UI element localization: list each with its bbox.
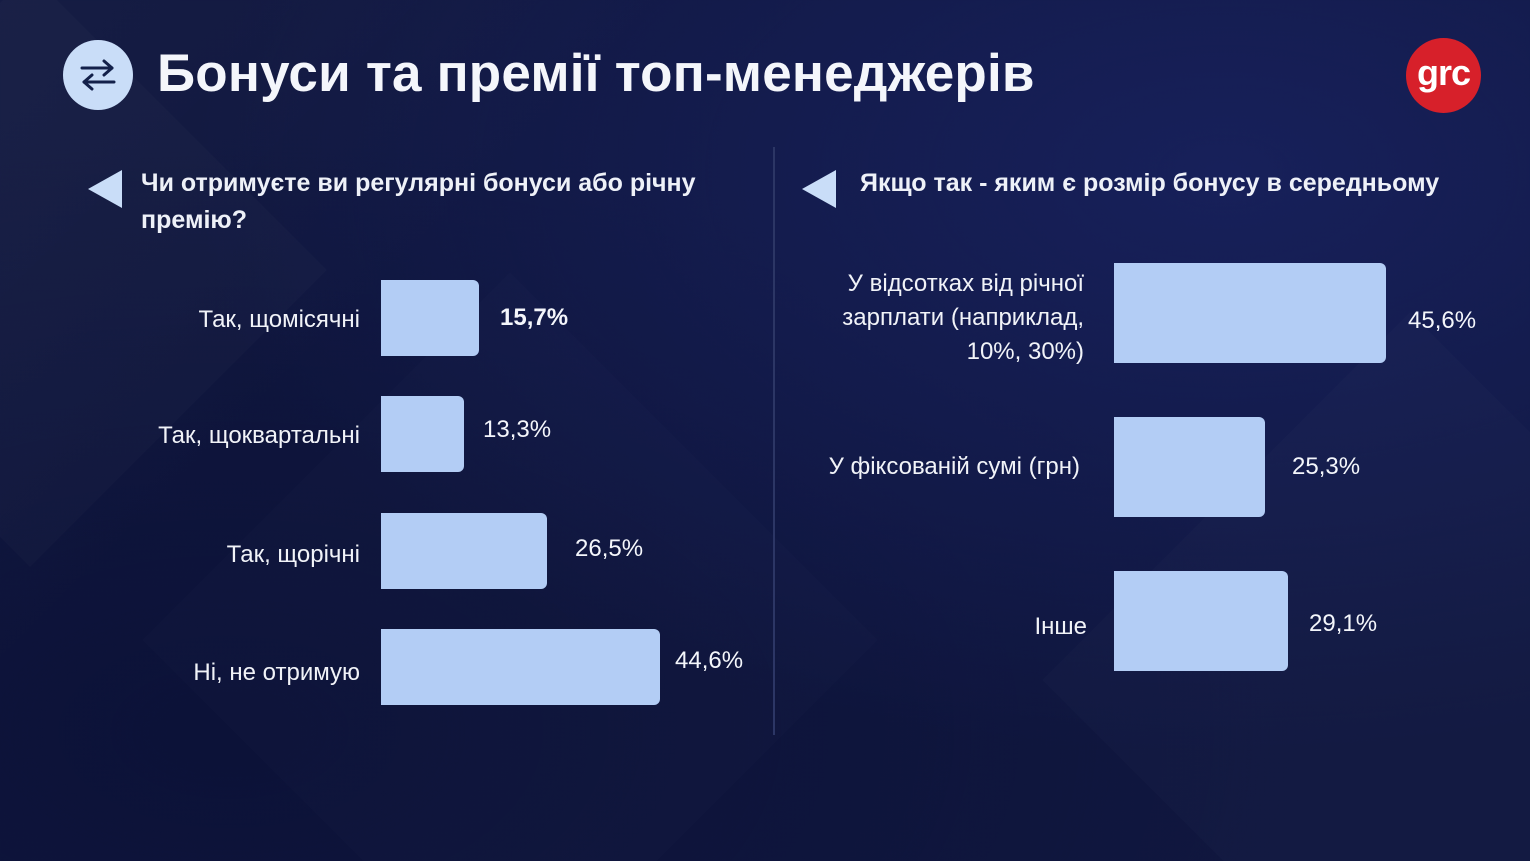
row-label: Так, щоквартальні [158,422,360,449]
row-label: Інше [1034,613,1087,640]
triangle-pointer-icon [802,170,836,208]
bar-value: 26,5% [575,535,644,562]
bar-value: 29,1% [1309,610,1378,637]
bar [1114,571,1288,671]
row-label: Так, щомісячні [198,306,360,333]
column-divider [773,147,775,735]
bar-value: 15,7% [500,304,569,331]
left-question-line2: премію? [141,206,248,234]
row-label: У відсотках від річної зарплати (наприкл… [780,267,1084,369]
bar-value: 25,3% [1292,453,1361,480]
bar [381,513,547,589]
row-label-line3: 10%, 30%) [966,338,1084,365]
swap-arrows-icon [63,40,133,110]
right-question: Якщо так - яким є розмір бонусу в середн… [860,169,1440,197]
row-label: Ні, не отримую [193,659,360,686]
page-title: Бонуси та премії топ-менеджерів [157,44,1035,103]
row-label: Так, щорічні [226,541,360,568]
row-label-line2: зарплати (наприклад, [842,304,1084,331]
left-question: Чи отримуєте ви регулярні бонуси або річ… [141,165,761,239]
bar [381,629,660,705]
bar [1114,417,1265,517]
triangle-pointer-icon [88,170,122,208]
grc-logo: grc [1406,38,1481,113]
bar [381,280,479,356]
bar [381,396,464,472]
bar [1114,263,1386,363]
bar-value: 44,6% [675,647,744,674]
left-question-line1: Чи отримуєте ви регулярні бонуси або річ… [141,169,696,197]
bar-value: 13,3% [483,416,552,443]
bar-value: 45,6% [1408,307,1477,334]
row-label: У фіксованій сумі (грн) [828,453,1080,480]
row-label-line1: У відсотках від річної [847,270,1084,297]
